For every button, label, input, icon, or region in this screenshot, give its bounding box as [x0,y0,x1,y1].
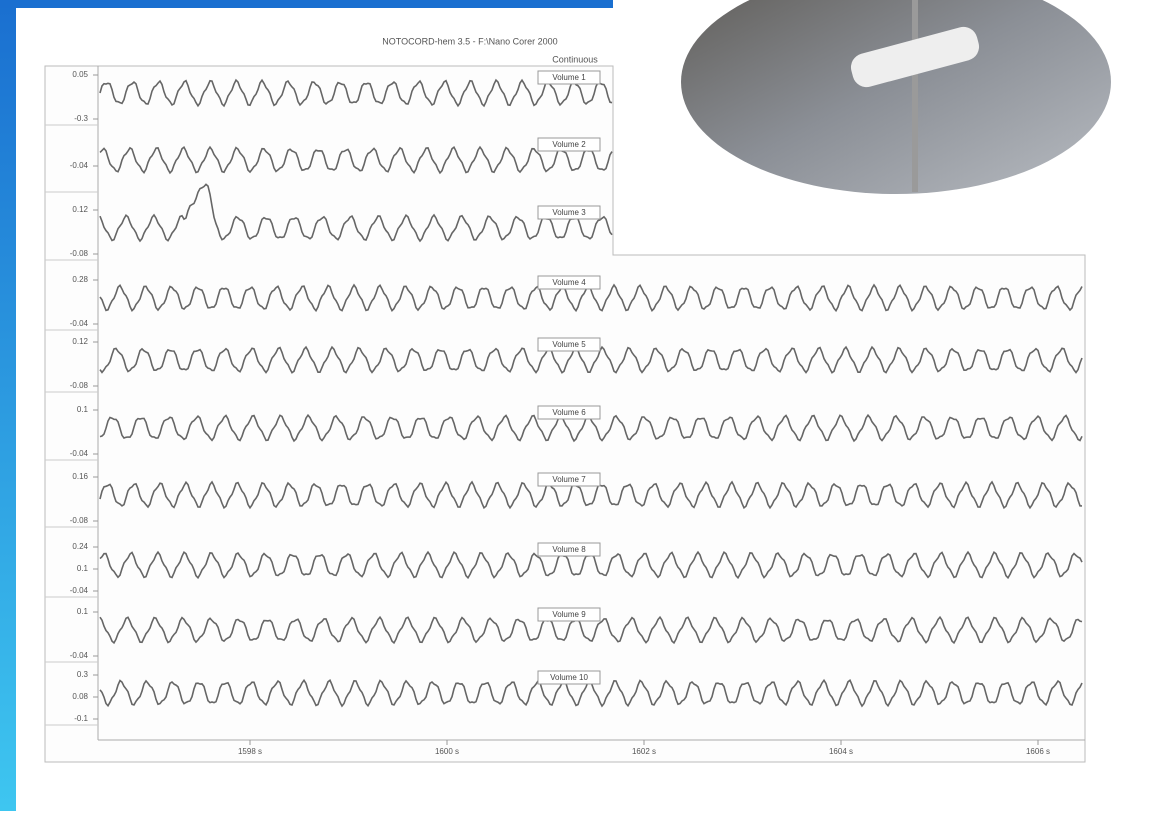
x-tick-label: 1602 s [632,747,656,756]
top-bar [0,0,613,8]
y-tick-label: 0.1 [77,405,89,414]
photo [681,0,1111,194]
page: {"header": {"title": "NOTOCORD-hem 3.5 -… [0,0,1153,811]
y-tick-label: 0.3 [77,670,89,679]
side-bar [0,0,16,811]
volume-label: Volume 6 [552,408,586,417]
y-tick-label: -0.08 [70,249,89,258]
volume-label: Volume 3 [552,208,586,217]
y-tick-label: 0.16 [72,472,88,481]
y-tick-label: 0.12 [72,337,88,346]
volume-label: Volume 5 [552,340,586,349]
slide: NOTOCORD-hem 3.5 - F:\Nano Corer 2000 Co… [0,0,1153,811]
y-tick-label: -0.08 [70,381,89,390]
y-tick-label: 0.08 [72,692,88,701]
y-tick-label: 0.12 [72,205,88,214]
volume-label: Volume 8 [552,545,586,554]
chart-subtitle: Continuous [552,54,598,64]
volume-label: Volume 1 [552,73,586,82]
y-tick-label: 0.24 [72,542,88,551]
y-tick-label: -0.1 [74,714,88,723]
volume-label: Volume 10 [550,673,588,682]
volume-label: Volume 7 [552,475,586,484]
x-tick-label: 1600 s [435,747,459,756]
y-tick-label: -0.04 [70,319,89,328]
y-tick-label: -0.04 [70,586,89,595]
y-tick-label: 0.05 [72,70,88,79]
x-tick-label: 1604 s [829,747,853,756]
y-tick-label: 0.1 [77,607,89,616]
y-tick-label: 0.28 [72,275,88,284]
y-tick-label: -0.04 [70,161,89,170]
chart-title: NOTOCORD-hem 3.5 - F:\Nano Corer 2000 [382,36,557,46]
x-tick-label: 1598 s [238,747,262,756]
volume-label: Volume 2 [552,140,586,149]
volume-label: Volume 4 [552,278,586,287]
y-tick-label: 0.1 [77,564,89,573]
y-tick-label: -0.04 [70,449,89,458]
y-tick-label: -0.04 [70,651,89,660]
photo-oval [681,0,1111,194]
y-tick-label: -0.3 [74,114,88,123]
volume-label: Volume 9 [552,610,586,619]
y-tick-label: -0.08 [70,516,89,525]
x-tick-label: 1606 s [1026,747,1050,756]
